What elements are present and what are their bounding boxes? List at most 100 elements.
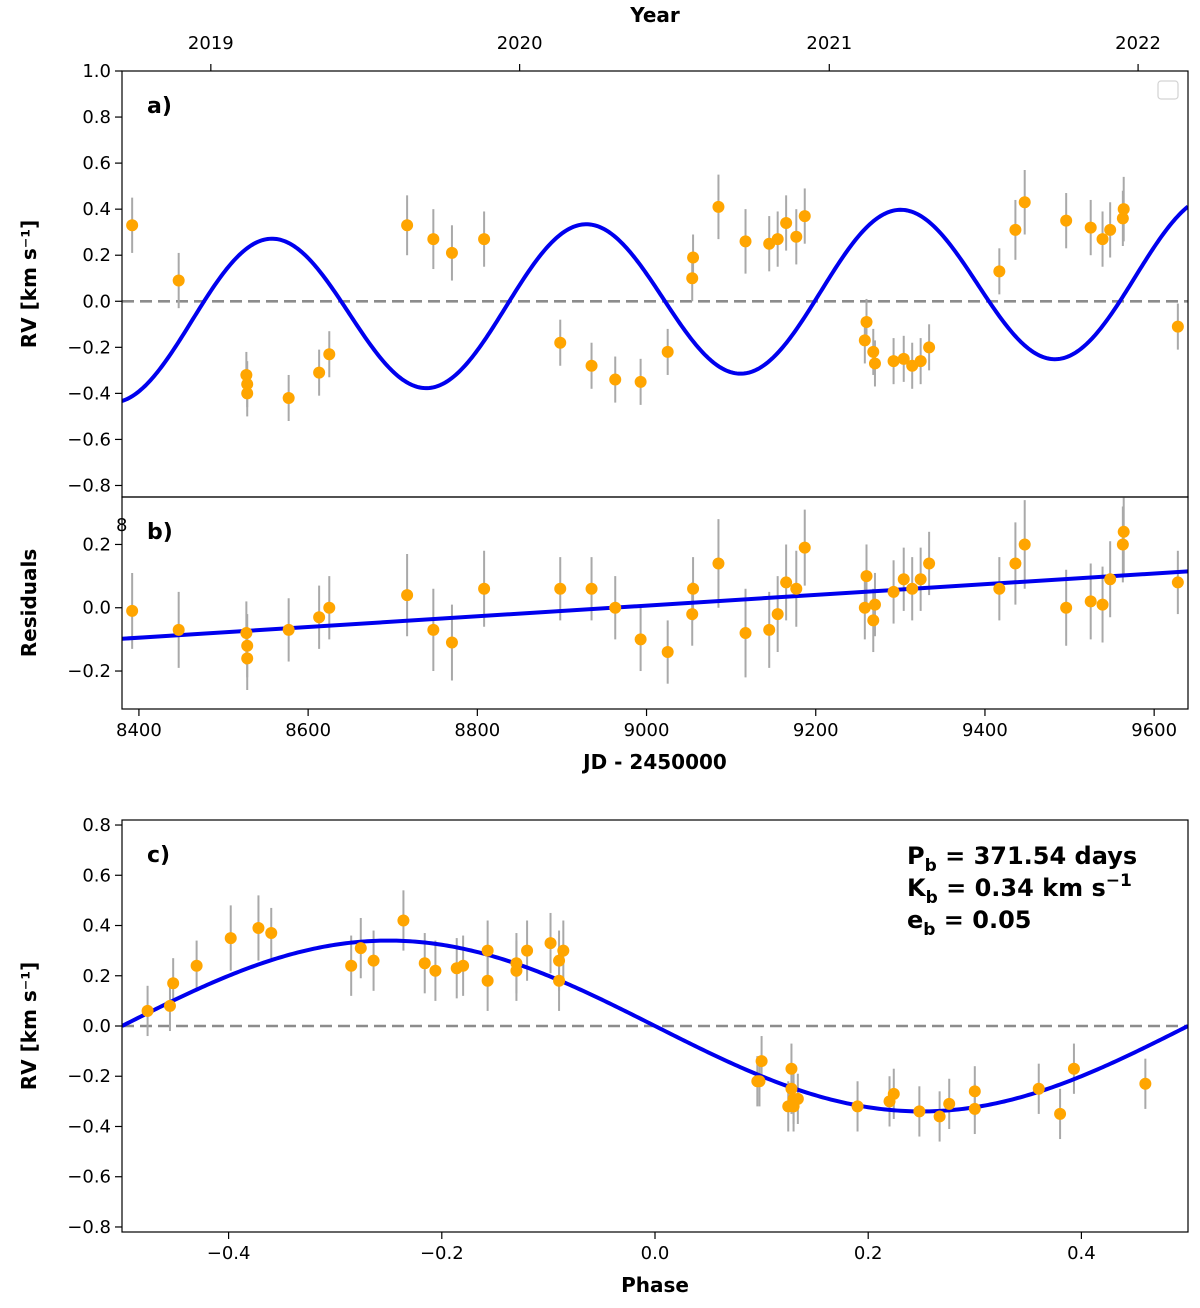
data-point: [1116, 538, 1129, 551]
data-point: [282, 391, 295, 404]
data-point: [553, 954, 566, 967]
xtick-label: 9000: [624, 720, 670, 741]
data-point: [661, 646, 674, 659]
plot-area-b: [122, 497, 1188, 691]
data-point: [712, 557, 725, 570]
top-tick-label: 2022: [1115, 33, 1161, 54]
data-point: [241, 387, 254, 400]
xtick-label: 0.2: [854, 1243, 883, 1264]
data-point: [445, 636, 458, 649]
data-point: [457, 959, 470, 972]
data-point: [1018, 196, 1031, 209]
ytick-label: 0.4: [82, 199, 111, 220]
data-point: [914, 573, 927, 586]
x-axis-label: JD - 2450000: [581, 750, 727, 774]
ytick-label: −0.6: [67, 1167, 111, 1188]
data-point: [753, 1075, 766, 1088]
top-tick-label: 2019: [188, 33, 234, 54]
data-point: [868, 357, 881, 370]
data-point: [860, 570, 873, 583]
data-point: [1067, 1062, 1080, 1075]
data-point: [914, 355, 927, 368]
panel-label: b): [147, 520, 173, 545]
data-point: [1096, 233, 1109, 246]
xtick-label: 9400: [962, 720, 1008, 741]
data-point: [313, 611, 326, 624]
data-point: [868, 598, 881, 611]
data-point: [790, 230, 803, 243]
data-point: [401, 219, 414, 232]
data-point: [993, 265, 1006, 278]
data-point: [1171, 576, 1184, 589]
data-point: [993, 582, 1006, 595]
ytick-label: 0.4: [82, 916, 111, 937]
ytick-label: 0.2: [82, 966, 111, 987]
data-point: [1032, 1082, 1045, 1095]
top-tick-label: 2020: [497, 33, 543, 54]
plot-area-a: [122, 170, 1188, 422]
data-point: [445, 246, 458, 259]
data-point: [557, 944, 570, 957]
data-point: [913, 1105, 926, 1118]
data-point: [1018, 538, 1031, 551]
data-point: [968, 1102, 981, 1115]
data-point: [867, 345, 880, 358]
data-point: [241, 652, 254, 665]
data-point: [544, 937, 557, 950]
panel-label: a): [147, 94, 172, 119]
data-point: [1009, 557, 1022, 570]
ytick-label: 0.0: [82, 598, 111, 619]
ytick-label: 1.0: [82, 61, 111, 82]
xtick-label: 9600: [1131, 720, 1177, 741]
data-point: [401, 589, 414, 602]
data-point: [126, 604, 139, 617]
y-axis-label: RV [km s⁻¹]: [17, 220, 41, 348]
data-point: [763, 623, 776, 636]
data-point: [798, 210, 811, 223]
data-point: [163, 999, 176, 1012]
data-point: [1104, 573, 1117, 586]
data-point: [241, 378, 254, 391]
data-point: [282, 623, 295, 636]
data-point: [554, 336, 567, 349]
data-point: [265, 927, 278, 940]
xtick-label: 0.0: [641, 1243, 670, 1264]
data-point: [481, 944, 494, 957]
xtick-label: 9200: [793, 720, 839, 741]
panel-c: −0.8 −0.6 −0.4 −0.2 0.0 0.2 0.4 0.6 0.8 −0.4 −0.2 0…: [17, 815, 1189, 1297]
top-tick-label: 2021: [806, 33, 852, 54]
data-point: [771, 233, 784, 246]
data-point: [791, 1092, 804, 1105]
data-point: [634, 633, 647, 646]
data-point: [478, 233, 491, 246]
data-point: [780, 216, 793, 229]
stray-tick-label: 8: [116, 515, 127, 536]
data-point: [1084, 221, 1097, 234]
data-point: [1084, 595, 1097, 608]
data-point: [923, 341, 936, 354]
model-curve: [122, 569, 1188, 641]
y-axis-label: Residuals: [17, 549, 41, 658]
data-point: [867, 614, 880, 627]
xtick-label: −0.2: [420, 1243, 464, 1264]
data-point: [585, 582, 598, 595]
data-point: [481, 974, 494, 987]
data-point: [780, 576, 793, 589]
data-point: [897, 573, 910, 586]
data-point: [367, 954, 380, 967]
data-point: [172, 274, 185, 287]
data-point: [790, 582, 803, 595]
data-point: [167, 977, 180, 990]
model-curve: [122, 204, 1188, 403]
data-point: [887, 1087, 900, 1100]
data-point: [785, 1062, 798, 1075]
data-point: [687, 582, 700, 595]
ytick-label: 0.0: [82, 291, 111, 312]
data-point: [240, 627, 253, 640]
data-point: [755, 1055, 768, 1068]
data-point: [858, 334, 871, 347]
data-point: [427, 623, 440, 636]
xtick-label: −0.4: [207, 1243, 251, 1264]
data-point: [190, 959, 203, 972]
